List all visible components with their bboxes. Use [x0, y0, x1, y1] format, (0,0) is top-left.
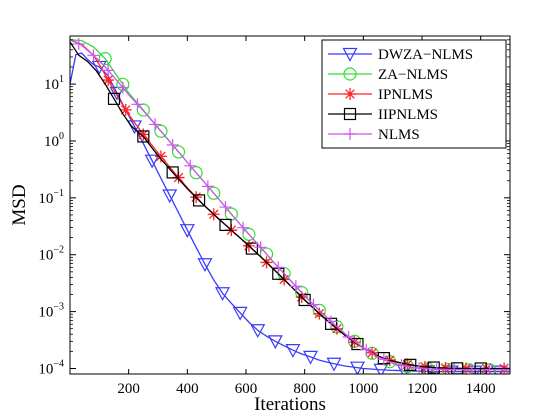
- data-point: [349, 361, 365, 374]
- y-axis-label: MSD: [9, 184, 30, 225]
- legend-entry: ZA−NLMS: [328, 67, 448, 83]
- x-tick-label: 1200: [407, 381, 437, 397]
- data-point: [137, 128, 150, 141]
- data-point: [107, 92, 121, 105]
- x-tick-label: 200: [117, 381, 140, 397]
- data-point: [131, 98, 144, 111]
- series-4: [70, 41, 510, 374]
- x-tick-label: 1000: [348, 381, 378, 397]
- data-point: [430, 363, 443, 374]
- data-point: [189, 166, 203, 180]
- data-point: [427, 361, 440, 374]
- data-point: [289, 280, 302, 293]
- data-point: [219, 218, 232, 232]
- legend-label: IPNLMS: [378, 87, 433, 103]
- data-point: [87, 49, 100, 62]
- data-point: [166, 138, 179, 151]
- y-tick-label: 10−1: [38, 188, 64, 207]
- series-line: [70, 41, 510, 370]
- series-layer: [70, 37, 510, 374]
- legend-marker: [344, 88, 356, 100]
- y-tick-label: 100: [44, 131, 64, 150]
- x-tick-label: 400: [176, 381, 199, 397]
- data-point: [326, 357, 342, 372]
- data-point: [149, 118, 162, 131]
- data-point: [285, 344, 301, 358]
- data-point: [154, 124, 168, 138]
- legend-marker: [343, 107, 357, 121]
- data-point: [413, 362, 426, 374]
- data-point: [184, 159, 197, 172]
- y-tick-label: 10−3: [38, 302, 64, 321]
- data-point: [237, 221, 250, 234]
- data-point: [207, 186, 221, 200]
- y-tick-label: 10−4: [38, 358, 64, 377]
- data-point: [360, 343, 373, 356]
- data-point: [267, 335, 283, 350]
- data-point: [250, 324, 266, 339]
- legend-label: ZA−NLMS: [378, 67, 448, 83]
- data-point: [272, 261, 285, 274]
- legend-label: IIPNLMS: [378, 107, 438, 123]
- legend-entry: IPNLMS: [328, 87, 433, 103]
- data-point: [325, 315, 338, 328]
- legend-label: DWZA−NLMS: [378, 47, 473, 63]
- data-point: [116, 81, 129, 94]
- legend: DWZA−NLMS ZA−NLMS IPNLMS IIPNLMS NLMS: [321, 39, 507, 149]
- data-point: [342, 330, 355, 343]
- data-point: [307, 298, 320, 311]
- x-axis-label: Iterations: [254, 394, 326, 415]
- data-point: [298, 293, 311, 307]
- data-point: [144, 154, 160, 169]
- data-point: [215, 287, 231, 302]
- data-point: [102, 74, 115, 87]
- legend-label: NLMS: [378, 127, 420, 143]
- data-point: [166, 166, 179, 179]
- data-point: [192, 194, 206, 207]
- x-tick-label: 600: [235, 381, 258, 397]
- y-tick-label: 10−2: [38, 245, 64, 264]
- data-point: [137, 130, 150, 143]
- data-point: [303, 350, 319, 365]
- data-point: [98, 52, 112, 66]
- data-point: [395, 359, 408, 372]
- legend-entry: NLMS: [328, 127, 420, 143]
- axes-layer: 200 400 600 800 1000 1200 1400 10−4 10−3 10−2 10−1…: [38, 35, 510, 397]
- data-point: [119, 103, 132, 116]
- data-point: [351, 337, 364, 351]
- data-point: [154, 150, 167, 163]
- y-tick-label: 101: [44, 74, 64, 93]
- data-point: [72, 37, 85, 50]
- legend-marker: [342, 47, 358, 62]
- data-point: [102, 64, 115, 77]
- data-point: [245, 242, 258, 255]
- data-point: [201, 180, 214, 193]
- legend-entry: DWZA−NLMS: [328, 47, 473, 63]
- legend-marker: [343, 67, 357, 81]
- data-point: [232, 306, 248, 321]
- data-point: [254, 241, 267, 254]
- x-tick-label: 800: [293, 381, 316, 397]
- data-point: [171, 145, 186, 159]
- data-point: [197, 258, 213, 273]
- x-tick-label: 1400: [466, 381, 496, 397]
- data-point: [377, 353, 390, 366]
- data-point: [373, 363, 389, 374]
- legend-marker: [344, 128, 356, 140]
- plot-frame: [69, 35, 511, 375]
- data-point: [219, 201, 232, 214]
- data-point: [162, 189, 178, 204]
- series-5: [70, 37, 510, 374]
- data-point: [179, 224, 195, 238]
- legend-entry: IIPNLMS: [328, 107, 438, 123]
